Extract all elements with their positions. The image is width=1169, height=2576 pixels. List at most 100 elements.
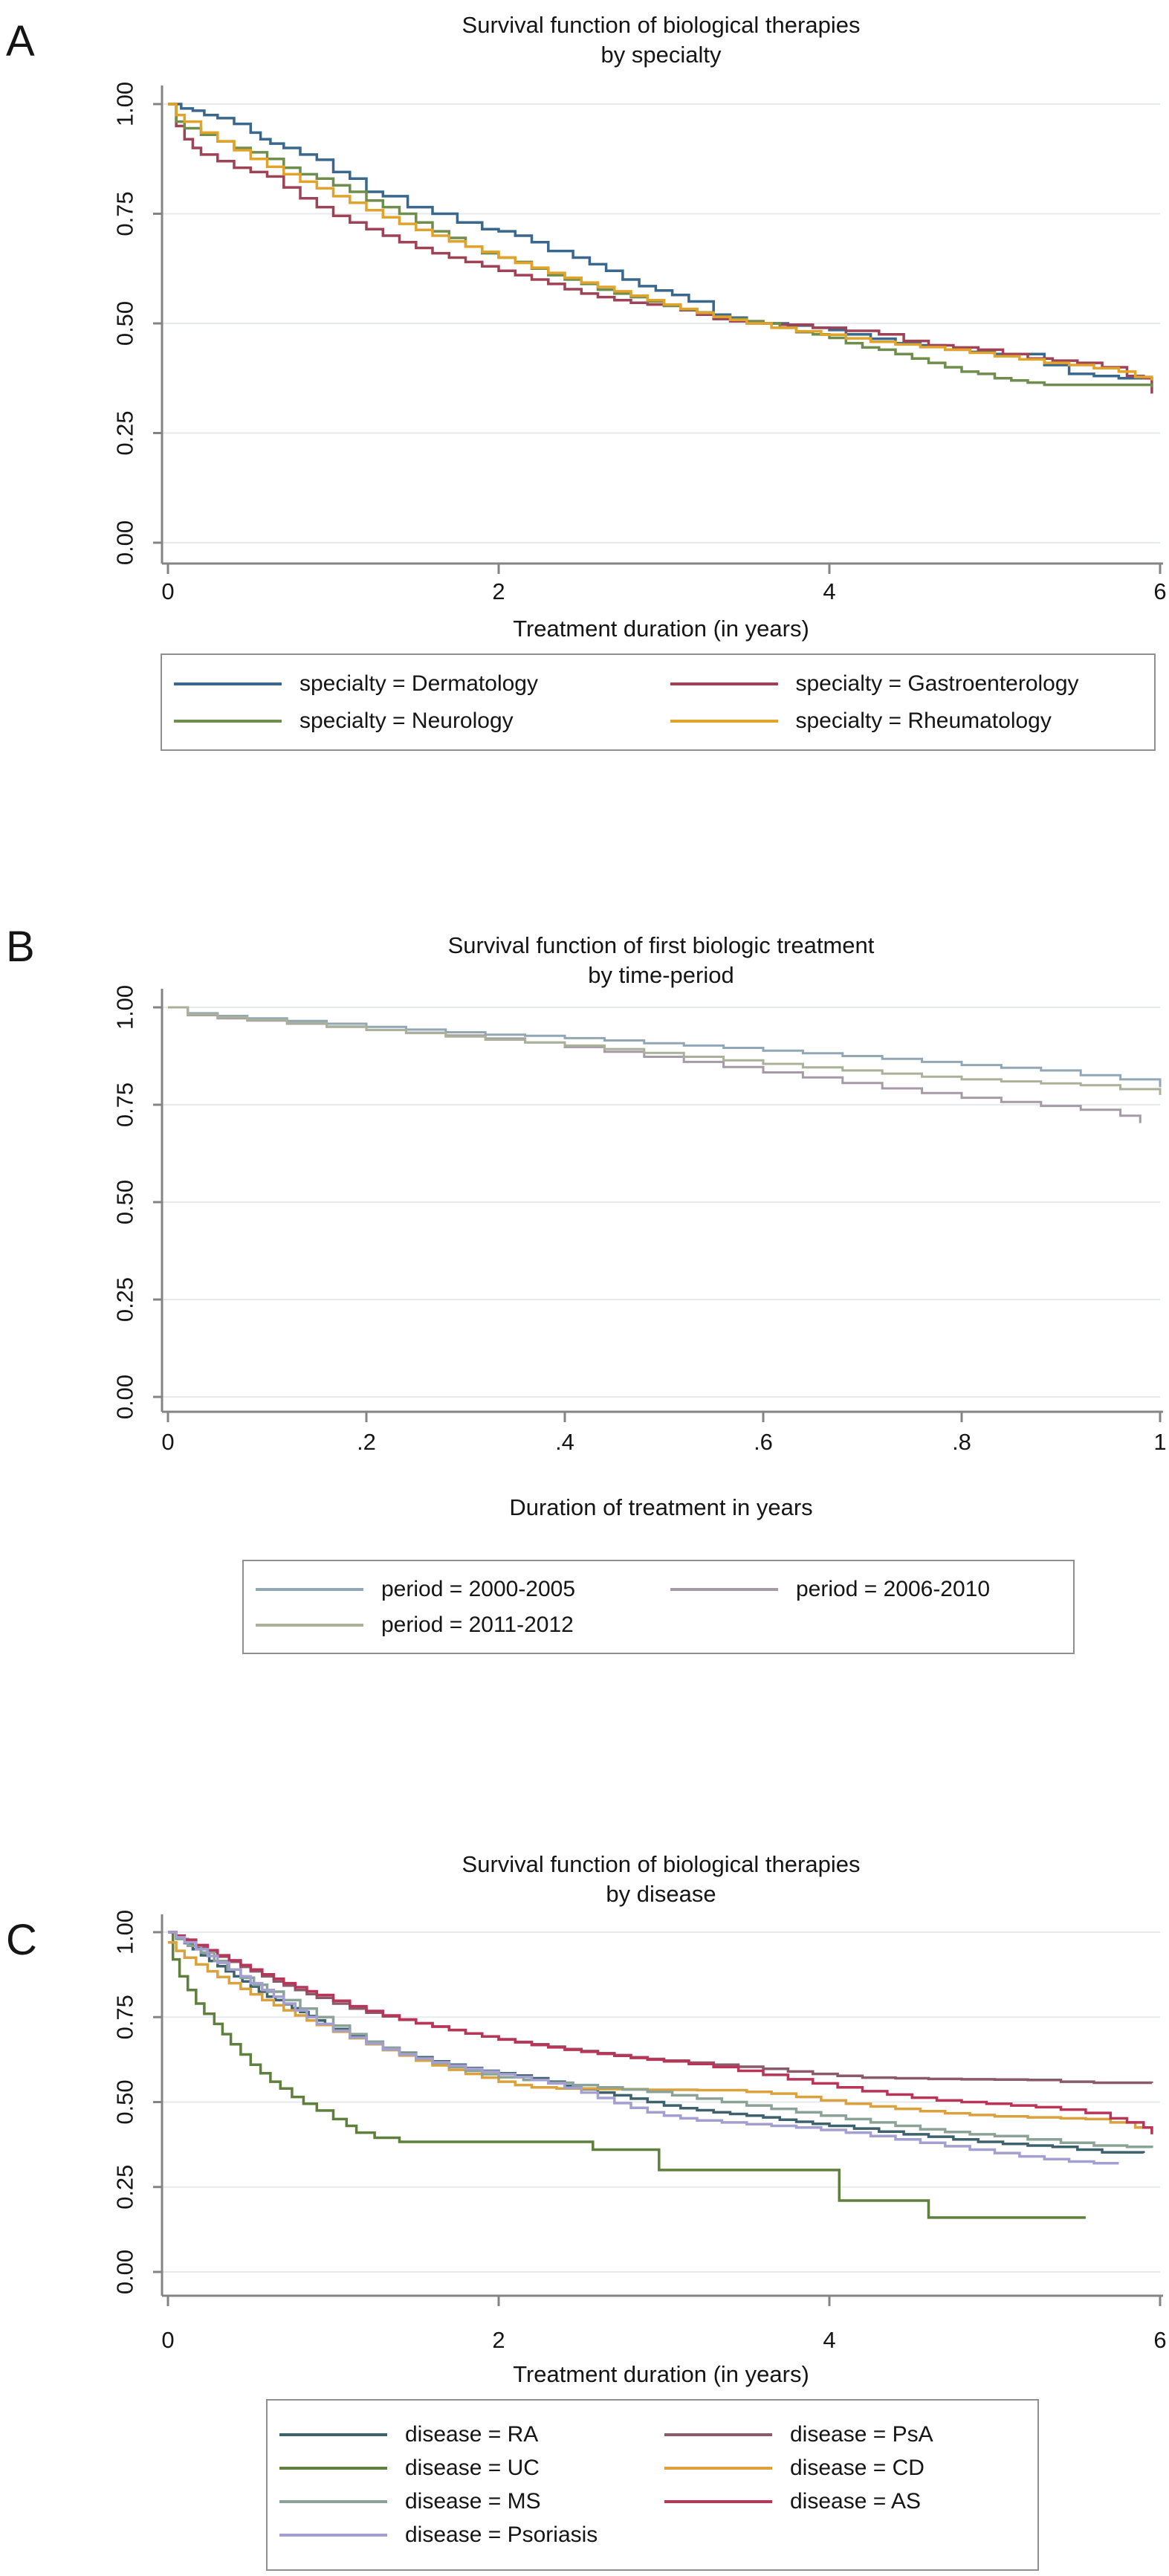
legend-label: disease = Psoriasis — [405, 2522, 598, 2547]
x-tick-label: 2 — [492, 578, 505, 604]
x-axis-title-a: Treatment duration (in years) — [513, 616, 809, 642]
y-tick-label: 0.50 — [112, 2079, 138, 2124]
x-tick-label: 2 — [492, 2327, 505, 2353]
km-curve-rheumatology — [168, 103, 1153, 381]
legend-by-time-period: period = 2000-2005 period = 2006-2010 peri… — [242, 1560, 1075, 1654]
panel-letter-c: C — [6, 1916, 37, 1964]
legend-item-dermatology: specialty = Dermatology — [162, 671, 658, 697]
panel-letter-b: B — [6, 923, 35, 971]
legend-swatch-cd — [664, 2467, 772, 2470]
km-plot-by-specialty: 0.00 0.25 0.50 0.75 1.00 0 2 4 6 — [112, 82, 1167, 604]
x-axis-title-c: Treatment duration (in years) — [513, 2361, 809, 2387]
x-tick-label: 6 — [1153, 2327, 1166, 2353]
x-tick-label: .4 — [555, 1429, 574, 1455]
x-tick-label: .8 — [952, 1429, 971, 1455]
legend-label: specialty = Gastroenterology — [795, 671, 1079, 696]
km-curve-cd — [168, 1940, 1153, 2133]
chart-title-b-line1: Survival function of first biologic trea… — [447, 932, 875, 958]
legend-swatch-2006-2010 — [670, 1587, 778, 1591]
legend-item-ra: disease = RA — [268, 2422, 652, 2447]
legend-item-psoriasis: disease = Psoriasis — [268, 2522, 652, 2548]
legend-item-2000-2005: period = 2000-2005 — [244, 1577, 658, 1602]
legend-label: period = 2000-2005 — [381, 1576, 576, 1601]
y-tick-label: 0.25 — [112, 410, 138, 455]
legend-swatch-2000-2005 — [256, 1587, 363, 1591]
chart-title-c-line2: by disease — [606, 1881, 716, 1907]
legend-label: disease = UC — [405, 2456, 540, 2480]
km-curve-gastroenterology — [168, 103, 1153, 394]
legend-swatch-uc — [279, 2467, 387, 2470]
legend-label: period = 2011-2012 — [381, 1612, 574, 1637]
legend-by-specialty: specialty = Dermatology specialty = Gastr… — [161, 653, 1156, 751]
km-plot-by-disease: 0.00 0.25 0.50 0.75 1.00 0 2 4 6 — [112, 1911, 1167, 2353]
legend-item-2011-2012: period = 2011-2012 — [244, 1613, 658, 1638]
y-tick-label: 0.00 — [112, 1375, 138, 1419]
legend-label: disease = MS — [405, 2489, 541, 2514]
chart-title-a-line1: Survival function of biological therapie… — [462, 12, 861, 38]
legend-item-2006-2010: period = 2006-2010 — [658, 1577, 1073, 1602]
x-tick-label: 6 — [1153, 578, 1166, 604]
y-tick-label: 0.75 — [112, 1995, 138, 2039]
legend-swatch-dermatology — [174, 682, 282, 685]
y-tick-label: 0.25 — [112, 2165, 138, 2209]
legend-item-psa: disease = PsA — [652, 2422, 1037, 2447]
legend-item-ms: disease = MS — [268, 2489, 652, 2514]
y-tick-label: 0.00 — [112, 520, 138, 565]
km-curve-uc — [168, 1931, 1086, 2219]
x-axis-title-b: Duration of treatment in years — [509, 1494, 813, 1520]
panel-c: C Survival function of biological therap… — [0, 1829, 1169, 2576]
y-tick-label: 1.00 — [112, 82, 138, 126]
legend-label: disease = PsA — [790, 2422, 933, 2447]
km-curve-2000-2005 — [168, 1006, 1162, 1088]
legend-label: disease = CD — [790, 2456, 924, 2480]
y-tick-label: 0.75 — [112, 191, 138, 236]
x-tick-label: 4 — [823, 578, 835, 604]
y-tick-label: 0.50 — [112, 1180, 138, 1224]
chart-title-c: Survival function of biological therapie… — [162, 1850, 1160, 1909]
chart-title-b-line2: by time-period — [588, 962, 734, 988]
legend-label: specialty = Dermatology — [299, 671, 538, 696]
x-tick-label: .2 — [357, 1429, 376, 1455]
km-curve-psoriasis — [168, 1931, 1119, 2165]
x-tick-label: 0 — [161, 578, 174, 604]
chart-title-c-line1: Survival function of biological therapie… — [462, 1851, 861, 1877]
y-tick-label: 1.00 — [112, 985, 138, 1030]
panel-letter-a: A — [6, 17, 35, 65]
legend-swatch-neurology — [174, 719, 282, 723]
y-tick-label: 0.75 — [112, 1082, 138, 1127]
legend-item-gastroenterology: specialty = Gastroenterology — [658, 671, 1155, 697]
legend-label: disease = RA — [405, 2422, 539, 2447]
y-tick-label: 0.25 — [112, 1277, 138, 1322]
km-curve-2011-2012 — [168, 1006, 1162, 1095]
chart-title-a-line2: by specialty — [600, 42, 722, 68]
x-tick-label: 0 — [161, 1429, 174, 1455]
legend-label: specialty = Rheumatology — [795, 708, 1052, 733]
legend-swatch-ms — [279, 2500, 387, 2503]
legend-swatch-ra — [279, 2433, 387, 2436]
legend-item-rheumatology: specialty = Rheumatology — [658, 708, 1155, 734]
legend-swatch-psoriasis — [279, 2534, 387, 2537]
km-curve-as — [168, 1931, 1153, 2134]
legend-swatch-2011-2012 — [256, 1623, 363, 1627]
legend-item-cd: disease = CD — [652, 2456, 1037, 2481]
legend-item-as: disease = AS — [652, 2489, 1037, 2514]
legend-swatch-gastroenterology — [670, 682, 778, 685]
legend-item-neurology: specialty = Neurology — [162, 708, 658, 734]
legend-swatch-as — [664, 2500, 772, 2503]
y-tick-label: 1.00 — [112, 1911, 138, 1954]
y-tick-label: 0.50 — [112, 301, 138, 346]
km-curve-ra — [168, 1931, 1145, 2154]
km-plot-by-time-period: 0.00 0.25 0.50 0.75 1.00 0 .2 .4 .6 .8 1 — [112, 985, 1167, 1455]
legend-item-uc: disease = UC — [268, 2456, 652, 2481]
legend-label: period = 2006-2010 — [796, 1576, 991, 1601]
legend-swatch-psa — [664, 2433, 772, 2436]
x-tick-label: .6 — [754, 1429, 773, 1455]
panel-b: B Survival function of first biologic tr… — [0, 914, 1169, 1665]
legend-swatch-rheumatology — [670, 719, 778, 723]
x-tick-label: 0 — [161, 2327, 174, 2353]
legend-label: disease = AS — [790, 2489, 921, 2514]
x-tick-label: 4 — [823, 2327, 835, 2353]
chart-title-b: Survival function of first biologic trea… — [162, 931, 1160, 990]
panel-a: A Survival function of biological therap… — [0, 0, 1169, 766]
legend-by-disease: disease = RA disease = PsA disease = UC dis… — [266, 2399, 1039, 2571]
